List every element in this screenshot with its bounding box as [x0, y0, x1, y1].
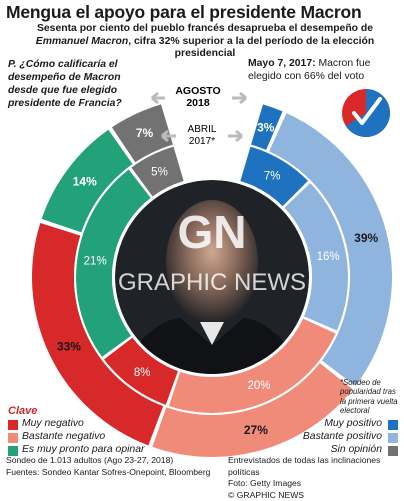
legend-swatch-bastante-negativo — [8, 433, 18, 443]
watermark-brand: GRAPHIC NEWS — [118, 269, 306, 296]
sondeo-footnote: *Sondeo de popularidad tras la primera v… — [340, 378, 402, 416]
footer-sample: Sondeo de 1.013 adultos (Ago 23-27, 2018… — [6, 455, 216, 467]
watermark-logo: GN — [178, 206, 247, 258]
survey-question: P. ¿Cómo calificaría el desempeño de Mac… — [8, 58, 136, 110]
label-outer-muy-negativo: 33% — [57, 339, 81, 353]
label-inner-bastante-negativo: 20% — [247, 380, 270, 392]
footer-sources: Fuentes: Sondeo Kantar Sofres-Onepoint, … — [6, 467, 216, 479]
period-outer-line2: 2018 — [186, 97, 210, 109]
vote-pie-icon — [342, 89, 390, 137]
label-outer-bastante-negativo: 27% — [244, 423, 268, 437]
legend-swatch-muy-negativo — [8, 420, 18, 430]
legend-label-muy-negativo: Muy negativo — [22, 418, 84, 429]
label-inner-sin-opinion: 5% — [151, 166, 168, 178]
footer-right: Entrevistados de todas las inclinaciones… — [228, 455, 402, 501]
label-outer-es-muy-pronto-para-opinar: 14% — [73, 175, 97, 189]
election-date: Mayo 7, 2017: — [248, 58, 316, 69]
label-inner-muy-negativo: 8% — [134, 367, 151, 379]
legend-label-sin-opinion: Sin opinión — [331, 444, 382, 455]
label-inner-bastante-positivo: 16% — [317, 251, 340, 263]
legend-label-muy-positivo: Muy positivo — [324, 418, 382, 429]
legend-label-muy-pronto: Es muy pronto para opinar — [22, 444, 144, 455]
arrow-outer-left-icon — [152, 93, 165, 103]
period-inner-line2: 2017* — [189, 136, 215, 147]
legend-title: Clave — [8, 405, 37, 417]
footer-copyright: © GRAPHIC NEWS — [228, 490, 402, 501]
legend-swatch-bastante-positivo — [388, 433, 398, 443]
label-outer-muy-positivo: 3% — [257, 120, 275, 134]
arrow-inner-right-icon — [228, 131, 242, 141]
election-note: Mayo 7, 2017: Macron fue elegido con 66%… — [248, 58, 400, 83]
period-inner-line1: ABRIL — [188, 124, 217, 135]
arrow-outer-right-icon — [232, 93, 246, 103]
period-outer-line1: AGOSTO — [175, 85, 220, 97]
legend-label-bastante-negativo: Bastante negativo — [22, 431, 105, 442]
legend-label-bastante-positivo: Bastante positivo — [303, 431, 382, 442]
label-inner-es-muy-pronto-para-opinar: 21% — [84, 255, 107, 267]
footer-respondents: Entrevistados de todas las inclinaciones… — [228, 455, 402, 478]
label-inner-muy-positivo: 7% — [264, 171, 281, 183]
legend-swatch-muy-positivo — [388, 420, 398, 430]
label-outer-bastante-positivo: 39% — [354, 231, 378, 245]
footer-left: Sondeo de 1.013 adultos (Ago 23-27, 2018… — [6, 455, 216, 478]
label-outer-sin-opinion: 7% — [136, 126, 154, 140]
